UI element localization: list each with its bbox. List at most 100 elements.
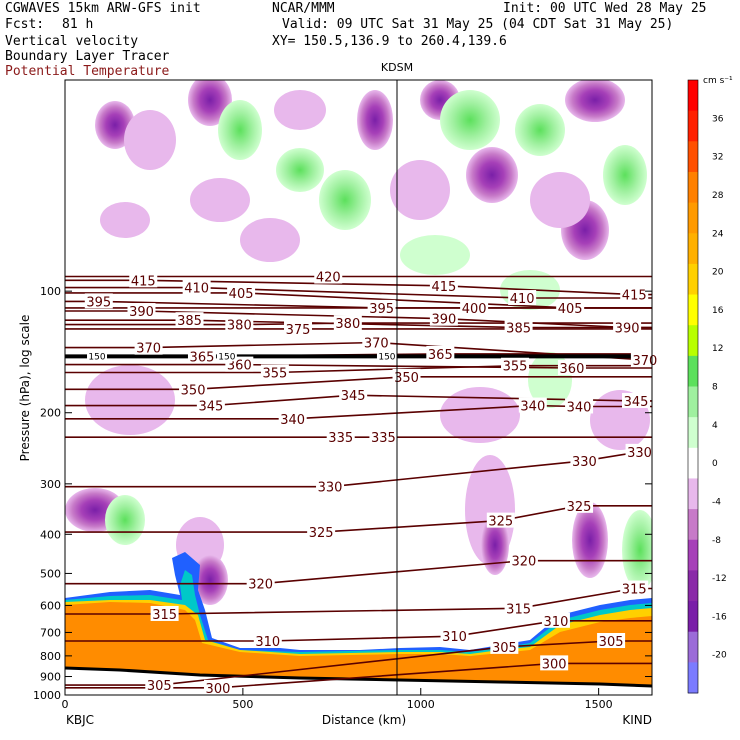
theta-label-350-0: 350 <box>181 383 206 398</box>
theta-label-bg <box>316 478 345 494</box>
downdraft-cell <box>124 110 176 170</box>
theta-label-bg <box>597 633 626 649</box>
contour-150-label-bg <box>87 351 108 362</box>
updraft-cell <box>218 100 262 160</box>
contour-150-label-0: 150 <box>88 352 105 362</box>
theta-label-bg <box>565 398 594 414</box>
y-tick-label-1: 200 <box>40 407 61 420</box>
theta-label-420-0: 420 <box>316 271 341 286</box>
theta-label-bg <box>227 284 256 300</box>
theta-label-390-2: 390 <box>615 321 640 336</box>
theta-label-330-1: 330 <box>572 455 597 470</box>
updraft-cell <box>400 235 470 275</box>
y-tick-label-3: 400 <box>40 528 61 541</box>
theta-label-400-0: 400 <box>462 302 487 317</box>
y-tick-label-8: 900 <box>40 671 61 684</box>
colorbar-swatch-18 <box>688 631 698 663</box>
theta-label-bg <box>504 319 533 335</box>
theta-label-bg <box>620 580 649 596</box>
downdraft-cell <box>530 172 590 228</box>
theta-label-315-0: 315 <box>152 608 177 623</box>
theta-label-405-1: 405 <box>558 302 583 317</box>
theta-label-410-0: 410 <box>184 282 209 297</box>
theta-label-325-0: 325 <box>309 526 334 541</box>
theta-label-360-0: 360 <box>227 359 252 374</box>
updraft-cell <box>603 145 647 205</box>
theta-label-bg <box>339 387 368 403</box>
x-tick-label-0: 0 <box>62 698 69 711</box>
colorbar-level-13: 32 <box>712 153 723 163</box>
theta-label-360-1: 360 <box>560 362 585 377</box>
theta-label-bg <box>508 290 537 306</box>
theta-label-310-1: 310 <box>442 630 467 645</box>
updraft-cell <box>319 170 371 230</box>
theta-label-340-1: 340 <box>520 400 545 415</box>
theta-label-310-0: 310 <box>255 635 280 650</box>
colorbar-swatch-19 <box>688 662 698 694</box>
theta-label-305-2: 305 <box>599 635 624 650</box>
colorbar-swatch-9 <box>688 355 698 387</box>
colorbar-level-11: 24 <box>712 229 724 239</box>
downdraft-cell <box>240 218 300 262</box>
colorbar-swatch-5 <box>688 233 698 265</box>
theta-label-350-1: 350 <box>394 371 419 386</box>
theta-label-335-0: 335 <box>328 431 353 446</box>
theta-label-380-1: 380 <box>335 317 360 332</box>
colorbar-level-3: -8 <box>712 536 721 546</box>
theta-label-345-2: 345 <box>624 395 649 410</box>
colorbar-swatch-0 <box>688 80 698 112</box>
theta-label-bg <box>278 410 307 426</box>
right-station-label: KIND <box>622 713 652 727</box>
y-tick-label-2: 300 <box>40 478 61 491</box>
theta-label-305-1: 305 <box>492 641 517 656</box>
theta-label-bg <box>203 679 232 695</box>
colorbar-level-5: 0 <box>712 459 718 469</box>
downdraft-cell <box>274 90 326 130</box>
downdraft-cell <box>565 80 625 122</box>
theta-label-bg <box>518 397 547 413</box>
y-tick-label-6: 700 <box>40 626 61 639</box>
colorbar-level-7: 8 <box>712 383 718 393</box>
theta-label-bg <box>253 633 282 649</box>
theta-label-320-0: 320 <box>248 578 273 593</box>
theta-label-370-1: 370 <box>364 336 389 351</box>
colorbar-swatch-6 <box>688 263 698 296</box>
theta-label-385-1: 385 <box>506 321 531 336</box>
colorbar-swatch-3 <box>688 171 698 204</box>
theta-label-355-1: 355 <box>503 360 528 375</box>
theta-label-bg <box>504 600 533 616</box>
colorbar: -20 -16 -12 -8 -4 0 4 8 12 16 20 24 28 32 36 <box>687 79 727 694</box>
theta-label-310-2: 310 <box>544 615 569 630</box>
downdraft-cell <box>440 387 520 443</box>
theta-label-bg <box>501 357 530 373</box>
x-axis: 0 500 1000 1500 <box>62 688 613 711</box>
plot-frame <box>64 79 653 696</box>
theta-label-bg <box>307 524 336 540</box>
colorbar-level-12: 28 <box>712 191 724 201</box>
theta-label-bg <box>225 316 254 332</box>
theta-label-315-2: 315 <box>622 583 647 598</box>
theta-label-bg <box>570 452 599 468</box>
model-title: CGWAVES 15km ARW-GFS init <box>5 1 201 16</box>
theta-label-325-2: 325 <box>567 500 592 515</box>
theta-label-355-0: 355 <box>262 366 287 381</box>
theta-label-bg <box>460 299 489 315</box>
contour-150-label-1: 150 <box>218 352 235 362</box>
y-tick-label-4: 500 <box>40 567 61 580</box>
colorbar-level-0: -20 <box>712 651 727 661</box>
downdraft-cell <box>85 365 175 435</box>
left-station-label: KBJC <box>66 713 94 727</box>
valid-time: Valid: 09 UTC Sat 31 May 25 (04 CDT Sat … <box>282 17 674 32</box>
y-tick-label-7: 800 <box>40 650 61 663</box>
theta-label-bg <box>429 310 458 326</box>
theta-label-bg <box>429 277 458 293</box>
colorbar-level-9: 16 <box>712 306 724 316</box>
theta-label-bg <box>565 497 594 513</box>
colorbar-swatch-13 <box>688 478 698 510</box>
theta-label-bg <box>284 320 313 336</box>
theta-label-315-1: 315 <box>506 602 531 617</box>
downdraft-cell <box>390 160 450 220</box>
forecast-hours: 81 h <box>62 17 94 32</box>
theta-contour-320 <box>65 559 652 585</box>
contour-150-label-2: 150 <box>378 352 395 362</box>
